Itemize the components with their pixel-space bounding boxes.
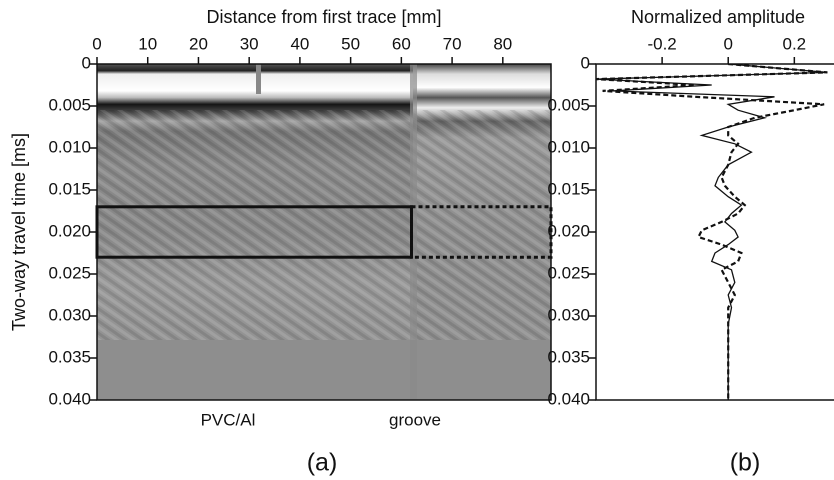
x-tick-label: 40 bbox=[290, 34, 309, 53]
x-tick-label: 0 bbox=[92, 34, 101, 53]
y-tick-label: 0.040 bbox=[48, 389, 91, 408]
trace-artifact bbox=[256, 64, 261, 94]
y-tick-label: 0.005 bbox=[547, 95, 590, 114]
annotation: groove bbox=[389, 410, 441, 429]
y-tick-label: 0.035 bbox=[48, 347, 91, 366]
y-tick-label: 0.015 bbox=[48, 179, 91, 198]
x-axis-title: Distance from first trace [mm] bbox=[206, 7, 441, 27]
y-tick-label: 0.025 bbox=[547, 263, 590, 282]
y-tick-label: 0.035 bbox=[547, 347, 590, 366]
y-axis-title: Two-way travel time [ms] bbox=[9, 133, 29, 331]
x-tick-label: 70 bbox=[443, 34, 462, 53]
x-axis-title: Normalized amplitude bbox=[631, 7, 805, 27]
y-tick-label: 0.020 bbox=[547, 221, 590, 240]
y-tick-label: 0.030 bbox=[48, 305, 91, 324]
panel-label: (a) bbox=[307, 449, 338, 477]
panel-b: Normalized amplitude (b) -0.2 0 0.2 0 0.005 0… bbox=[547, 7, 834, 477]
amplitude-line bbox=[596, 64, 828, 400]
x-tick-label: 30 bbox=[240, 34, 259, 53]
y-tick-label: 0.010 bbox=[547, 137, 590, 156]
x-tick-label: -0.2 bbox=[647, 34, 676, 53]
annotation: PVC/Al bbox=[201, 410, 256, 429]
x-tick-label: 50 bbox=[341, 34, 360, 53]
x-tick-label: 0 bbox=[723, 34, 732, 53]
y-tick-label: 0.030 bbox=[547, 305, 590, 324]
y-tick-label: 0.005 bbox=[48, 95, 91, 114]
y-tick-label: 0 bbox=[82, 53, 91, 72]
y-tick-label: 0.025 bbox=[48, 263, 91, 282]
y-tick-label: 0 bbox=[581, 53, 590, 72]
plot-frame bbox=[595, 63, 834, 401]
x-tick-label: 10 bbox=[138, 34, 157, 53]
panel-label: (b) bbox=[730, 449, 761, 477]
trace-artifact bbox=[410, 64, 417, 400]
x-tick-label: 60 bbox=[392, 34, 411, 53]
panel-a: Distance from first trace [mm] Two-way t… bbox=[9, 7, 553, 477]
y-tick-label: 0.010 bbox=[48, 137, 91, 156]
radargram-texture bbox=[97, 110, 551, 340]
x-tick-label: 80 bbox=[493, 34, 512, 53]
x-tick-label: 20 bbox=[189, 34, 208, 53]
amplitude-line bbox=[596, 64, 828, 400]
y-tick-label: 0.015 bbox=[547, 179, 590, 198]
y-tick-label: 0.040 bbox=[547, 389, 590, 408]
y-tick-label: 0.020 bbox=[48, 221, 91, 240]
x-tick-label: 0.2 bbox=[783, 34, 807, 53]
radargram bbox=[97, 340, 551, 400]
